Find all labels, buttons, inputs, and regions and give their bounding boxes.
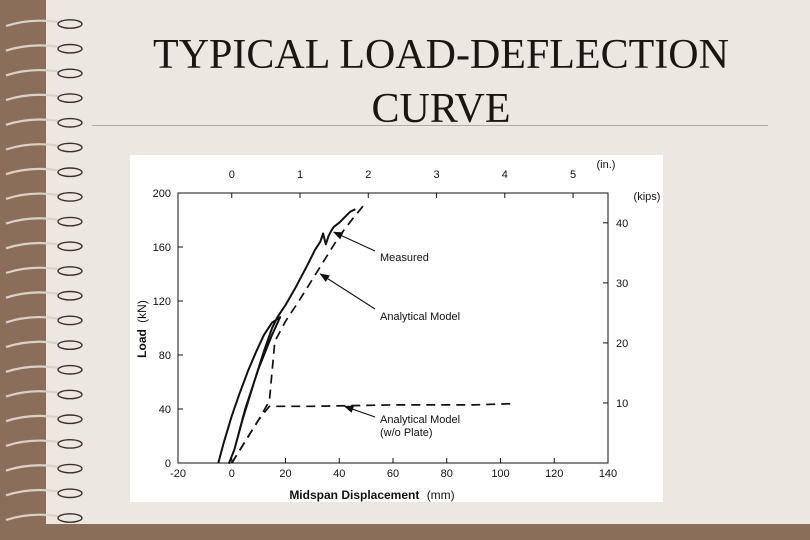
spiral-wire <box>5 217 59 225</box>
y-tick-label: 0 <box>165 458 171 470</box>
top-tick-label: 0 <box>229 169 235 181</box>
spiral-wire <box>5 340 59 349</box>
spiral-wire <box>5 192 59 200</box>
annotation-arrow-1 <box>332 231 376 252</box>
x-tick-label: -20 <box>170 468 186 480</box>
right-axis-unit: (kips) <box>634 191 661 203</box>
spiral-ring <box>57 93 83 104</box>
x-tick-label: 60 <box>387 468 399 480</box>
annotation-label-2: Analytical Model <box>380 311 460 323</box>
spiral-wire <box>5 143 59 151</box>
spiral-ring <box>57 414 83 425</box>
slide-title-line-2: CURVE <box>371 86 511 132</box>
spiral-ring <box>57 191 83 202</box>
load-deflection-chart: Midspan Displacement (mm) Load (kN) (in.… <box>130 155 663 502</box>
series-line-1 <box>217 208 356 464</box>
y-tick-label: 200 <box>153 188 171 200</box>
spiral-ring <box>57 463 83 474</box>
spiral-ring <box>57 266 83 276</box>
y-tick-label: 40 <box>159 404 171 416</box>
spiral-wire <box>5 315 59 324</box>
slide-title: TYPICAL LOAD-DEFLECTION CURVE <box>96 28 786 136</box>
annotation-arrow-2 <box>319 273 376 310</box>
slide-title-line-1: TYPICAL LOAD-DEFLECTION <box>153 32 729 78</box>
spiral-wire <box>5 439 59 447</box>
x-tick-label: 120 <box>545 468 563 480</box>
spiral-wire <box>5 93 59 102</box>
right-tick-label: 10 <box>616 398 628 410</box>
spiral-wire <box>5 390 59 398</box>
chart-svg: Midspan Displacement (mm) Load (kN) (in.… <box>135 159 661 502</box>
annotation-label-1: Measured <box>380 252 429 264</box>
spiral-ring <box>57 19 83 29</box>
spiral-ring <box>57 117 83 128</box>
y-tick-label: 120 <box>153 296 171 308</box>
x-axis-title: Midspan Displacement (mm) <box>289 488 454 502</box>
top-tick-label: 2 <box>365 169 371 181</box>
spiral-ring <box>57 142 83 153</box>
spiral-wire <box>5 44 59 52</box>
right-tick-label: 20 <box>616 338 628 350</box>
x-axis-title-bold: Midspan Displacement <box>289 488 419 502</box>
top-tick-label: 1 <box>297 169 303 181</box>
spiral-wire <box>5 488 59 497</box>
right-tick-label: 30 <box>616 278 628 290</box>
spiral-wire <box>5 291 59 299</box>
spiral-ring <box>57 364 83 375</box>
top-tick-label: 3 <box>433 169 439 181</box>
x-axis-title-unit: (mm) <box>427 488 455 502</box>
y-tick-label: 160 <box>153 242 171 254</box>
spiral-ring <box>57 68 83 79</box>
x-tick-label: 100 <box>491 468 509 480</box>
spiral-wire <box>5 167 59 176</box>
spiral-wire <box>5 68 59 77</box>
spiral-wire <box>5 365 59 373</box>
x-tick-label: 140 <box>599 468 617 480</box>
spiral-wire <box>5 118 59 126</box>
spiral-ring <box>57 389 83 400</box>
spiral-ring <box>57 43 83 54</box>
right-tick-label: 40 <box>616 218 628 230</box>
spiral-ring <box>57 167 83 178</box>
annotation-label-3-line2: (w/o Plate) <box>380 427 433 439</box>
annotation-label-3: Analytical Model <box>380 414 460 426</box>
top-tick-label: 4 <box>502 169 508 181</box>
y-tick-label: 80 <box>159 350 171 362</box>
x-tick-label: 20 <box>279 468 291 480</box>
x-tick-label: 80 <box>441 468 453 480</box>
series-line-2 <box>231 201 367 464</box>
y-axis-title-unit: (kN) <box>135 300 149 323</box>
spiral-ring <box>57 241 83 252</box>
spiral-ring <box>57 290 83 301</box>
top-tick-label: 5 <box>570 169 576 181</box>
spiral-ring <box>57 216 83 227</box>
spiral-wire <box>5 19 59 28</box>
y-axis-title-bold: Load <box>135 329 149 358</box>
y-axis-title: Load (kN) <box>135 300 149 358</box>
spiral-wire <box>5 266 59 275</box>
spiral-ring <box>57 315 83 326</box>
spiral-ring <box>57 340 83 350</box>
x-tick-label: 40 <box>333 468 345 480</box>
title-divider <box>92 125 768 126</box>
spiral-wire <box>5 464 59 472</box>
x-tick-label: 0 <box>229 468 235 480</box>
spiral-ring <box>57 488 83 499</box>
annotation-arrow-3 <box>343 405 376 418</box>
series-line-3 <box>231 402 514 464</box>
spiral-wire <box>5 241 59 250</box>
spiral-binding <box>5 19 83 523</box>
spiral-wire <box>5 414 59 423</box>
spiral-wire <box>5 513 59 522</box>
top-axis-unit: (in.) <box>597 159 616 171</box>
spiral-ring <box>57 513 83 523</box>
spiral-ring <box>57 438 83 449</box>
